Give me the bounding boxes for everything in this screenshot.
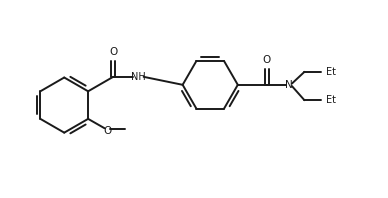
Text: N: N xyxy=(285,80,293,90)
Text: O: O xyxy=(109,47,117,57)
Text: O: O xyxy=(104,126,112,136)
Text: O: O xyxy=(263,55,271,65)
Text: Et: Et xyxy=(326,95,336,105)
Text: NH: NH xyxy=(131,72,146,82)
Text: Et: Et xyxy=(326,67,336,77)
